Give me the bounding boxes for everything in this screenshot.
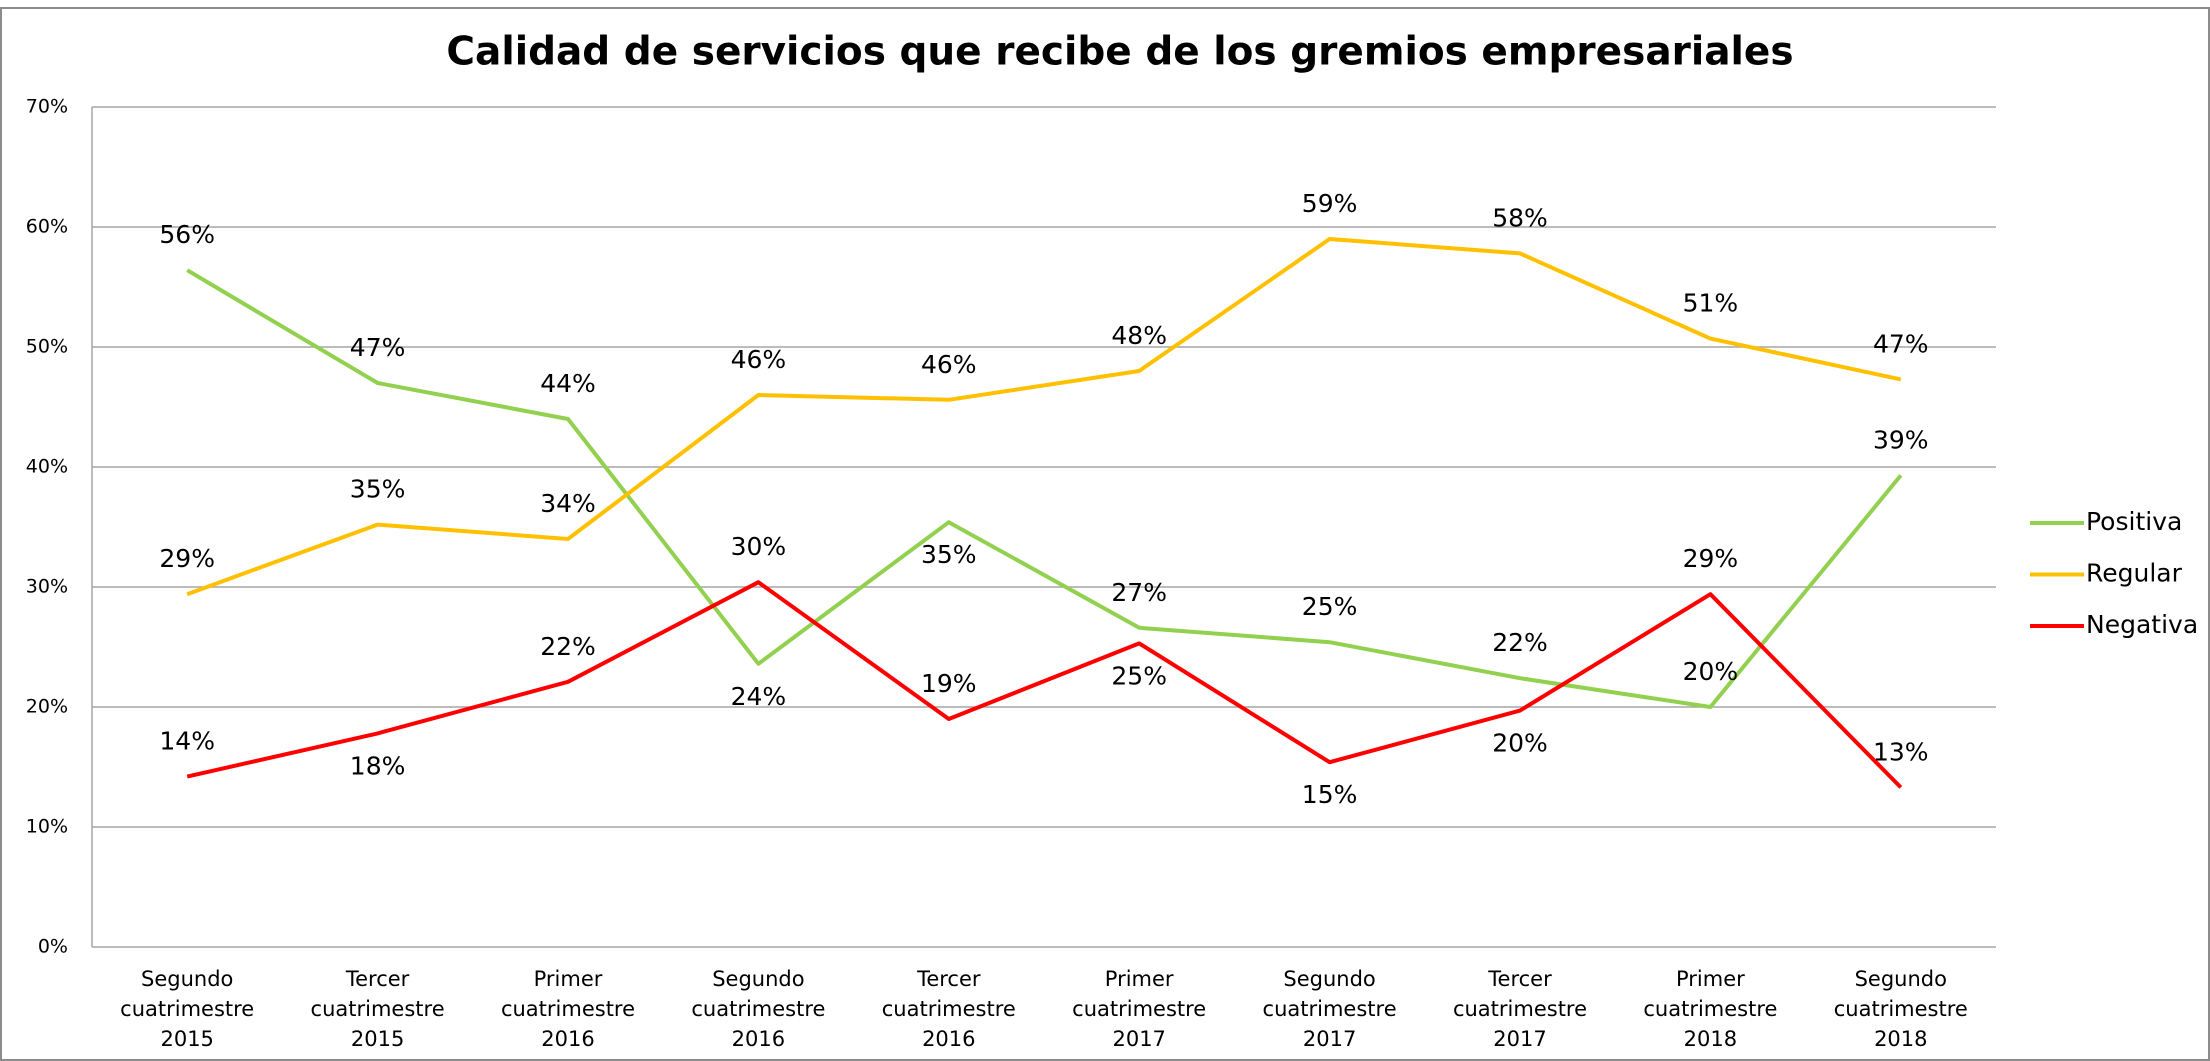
x-tick-label: Segundo cuatrimestre 2017 xyxy=(1263,967,1397,1051)
series-line xyxy=(186,268,1903,709)
y-tick-label: 50% xyxy=(26,336,68,358)
legend-label: Negativa xyxy=(2086,610,2198,639)
data-label: 24% xyxy=(731,682,787,711)
data-label: 19% xyxy=(921,669,977,698)
data-label: 56% xyxy=(159,220,215,249)
y-tick-label: 60% xyxy=(26,216,68,238)
data-label: 48% xyxy=(1111,321,1167,350)
chart-frame xyxy=(0,7,2210,1061)
chart-title: Calidad de servicios que recibe de los g… xyxy=(446,30,1793,75)
data-label: 59% xyxy=(1302,189,1358,218)
y-tick-label: 70% xyxy=(26,96,68,118)
data-label: 25% xyxy=(1302,592,1358,621)
x-tick-label: Primer cuatrimestre 2017 xyxy=(1072,967,1206,1051)
series-line xyxy=(186,580,1903,789)
data-label: 20% xyxy=(1683,657,1739,686)
series-line xyxy=(186,237,1902,597)
data-label: 22% xyxy=(1492,628,1548,657)
data-label: 46% xyxy=(921,350,977,379)
x-tick-label: Primer cuatrimestre 2018 xyxy=(1643,967,1777,1051)
y-tick-label: 10% xyxy=(26,816,68,838)
data-label: 39% xyxy=(1873,425,1929,454)
data-label: 51% xyxy=(1683,289,1739,318)
data-label: 30% xyxy=(731,532,787,561)
data-label: 29% xyxy=(1683,544,1739,573)
x-tick-label: Tercer cuatrimestre 2017 xyxy=(1453,967,1587,1051)
data-label: 27% xyxy=(1111,578,1167,607)
data-label: 58% xyxy=(1492,203,1548,232)
x-tick-label: Segundo cuatrimestre 2018 xyxy=(1834,967,1968,1051)
data-label: 47% xyxy=(350,333,406,362)
data-label: 29% xyxy=(159,544,215,573)
y-tick-label: 20% xyxy=(26,696,68,718)
data-label: 44% xyxy=(540,369,596,398)
y-tick-label: 40% xyxy=(26,456,68,478)
x-tick-label: Segundo cuatrimestre 2016 xyxy=(691,967,825,1051)
legend-label: Positiva xyxy=(2086,507,2182,536)
data-label: 35% xyxy=(921,540,977,569)
data-label: 22% xyxy=(540,632,596,661)
data-label: 35% xyxy=(350,475,406,504)
x-tick-label: Tercer cuatrimestre 2015 xyxy=(311,967,445,1051)
data-label: 34% xyxy=(540,489,596,518)
data-label: 18% xyxy=(350,751,406,780)
x-tick-label: Segundo cuatrimestre 2015 xyxy=(120,967,254,1051)
data-label: 14% xyxy=(159,727,215,756)
legend-label: Regular xyxy=(2086,559,2183,588)
data-label: 25% xyxy=(1111,661,1167,690)
x-tick-label: Primer cuatrimestre 2016 xyxy=(501,967,635,1051)
data-label: 13% xyxy=(1873,737,1929,766)
data-label: 47% xyxy=(1873,329,1929,358)
data-label: 20% xyxy=(1492,729,1548,758)
data-label: 15% xyxy=(1302,780,1358,809)
y-tick-label: 30% xyxy=(26,576,68,598)
data-label: 46% xyxy=(731,345,787,374)
x-tick-label: Tercer cuatrimestre 2016 xyxy=(882,967,1016,1051)
y-tick-label: 0% xyxy=(38,936,68,958)
